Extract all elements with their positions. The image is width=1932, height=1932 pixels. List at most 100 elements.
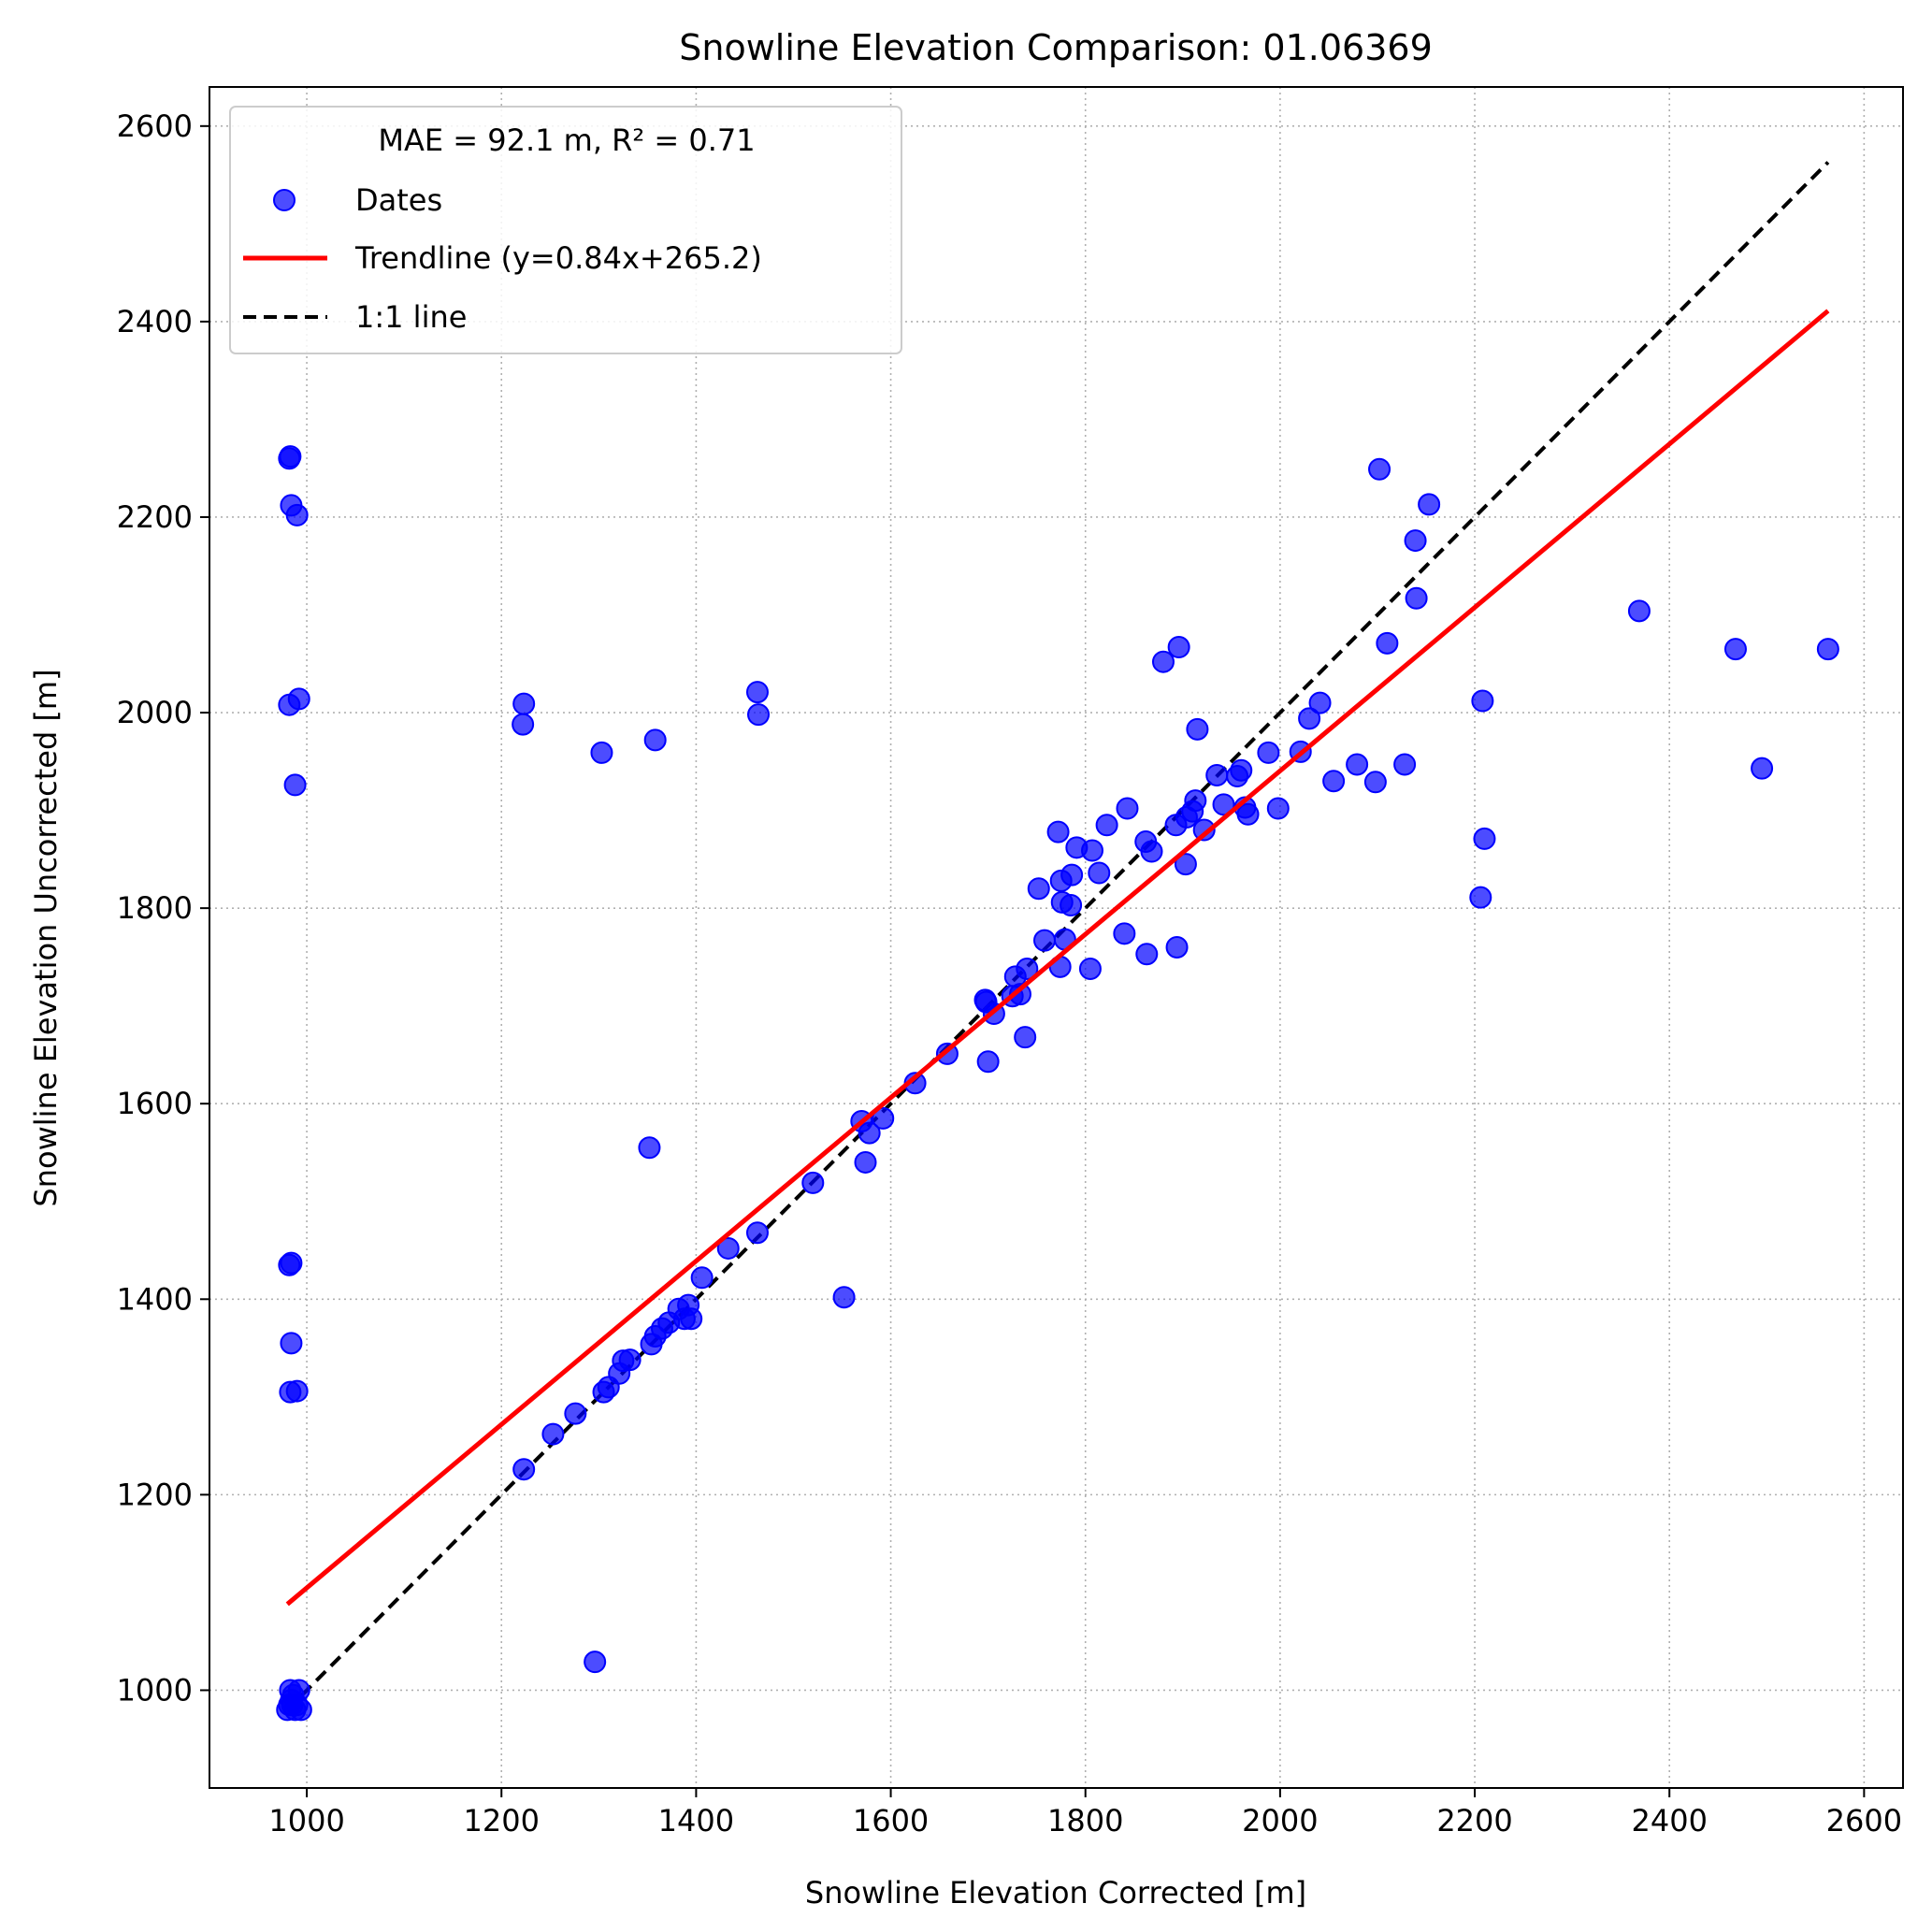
data-point [716,1236,740,1260]
data-point [1113,922,1136,945]
x-tick-label: 2200 [1436,1803,1512,1838]
data-point [854,1150,877,1174]
data-point [1095,814,1118,837]
data-point [1116,797,1139,820]
data-point [1627,599,1651,623]
data-point [1471,689,1494,713]
data-point [1230,758,1253,782]
data-point [1165,935,1189,959]
data-point [285,1379,309,1403]
data-point [1298,707,1321,730]
y-tick-label: 2200 [117,499,193,535]
y-axis-ticks: 1000 1200 1400 1600 1800 2000 2200 2400 2600 [117,108,209,1708]
data-point [1266,797,1290,820]
data-point [1060,894,1083,917]
x-tick-label: 2400 [1631,1803,1707,1838]
data-point [512,1458,536,1481]
data-point [1008,983,1031,1006]
data-point [1140,840,1163,863]
data-point [1192,818,1216,842]
y-axis-label: Snowline Elevation Uncorrected [m] [28,669,64,1206]
legend-marker-dates [273,189,296,211]
legend-box [229,106,902,354]
y-tick-label: 1200 [117,1477,193,1512]
y-tick-label: 2400 [117,304,193,339]
scatter-points [276,445,1839,1722]
data-point [1376,631,1399,655]
data-point [1418,493,1441,516]
data-point [1060,863,1084,887]
x-tick-label: 2600 [1826,1803,1902,1838]
data-point [680,1307,703,1331]
x-axis-label: Snowline Elevation Corrected [m] [805,1875,1306,1910]
data-point [858,1121,881,1145]
data-point [1473,827,1496,850]
y-tick-label: 1000 [117,1672,193,1708]
x-tick-label: 2000 [1242,1803,1318,1838]
data-point [287,687,310,711]
plot-data-layer [276,161,1839,1722]
x-tick-label: 1400 [658,1803,734,1838]
data-point [832,1286,856,1309]
data-point [745,681,769,704]
trendline-layer [285,309,1830,1607]
x-tick-label: 1200 [464,1803,540,1838]
data-point [283,773,307,797]
data-point [1405,586,1428,610]
trendline [285,309,1830,1607]
y-tick-label: 1400 [117,1281,193,1317]
data-point [1033,929,1057,952]
data-point [1308,691,1332,714]
data-point [285,503,309,526]
data-point [1151,650,1175,673]
data-point [745,1221,769,1245]
data-point [1404,529,1427,553]
data-point [1393,753,1417,776]
data-point [976,1050,1000,1074]
y-tick-label: 1800 [117,890,193,926]
data-point [1081,839,1104,862]
legend-label-identity: 1:1 line [355,299,467,335]
y-tick-label: 1600 [117,1086,193,1121]
x-tick-label: 1800 [1047,1803,1123,1838]
data-point [1014,1026,1037,1049]
data-point [618,1348,642,1372]
data-point [1205,763,1229,786]
data-point [512,692,536,715]
data-point [1046,820,1070,843]
plot-frame [209,86,1904,1789]
data-point [1016,957,1039,980]
data-point [1816,638,1839,661]
x-tick-label: 1600 [853,1803,929,1838]
data-point [643,728,667,752]
data-point [1469,886,1492,909]
data-point [1212,793,1235,816]
legend-label-trendline: Trendline (y=0.84x+265.2) [354,240,762,276]
data-point [1078,957,1102,980]
data-point [1368,457,1391,481]
chart-title: Snowline Elevation Comparison: 01.06369 [679,27,1433,68]
data-point [1184,789,1207,813]
data-point [590,741,613,764]
data-point [1088,861,1111,885]
data-point [1174,853,1197,876]
data-point [1257,741,1280,764]
data-point [1186,717,1209,741]
x-axis-ticks: 1000 1200 1400 1600 1800 2000 2200 2400 2600 [268,1788,1902,1838]
data-point [1751,757,1774,780]
legend-title: MAE = 92.1 m, R² = 0.71 [378,123,755,158]
data-point [541,1422,565,1446]
data-point [1363,771,1387,794]
data-point [1027,877,1050,901]
data-point [1167,636,1190,659]
x-tick-label: 1000 [268,1803,344,1838]
data-point [280,1332,303,1355]
data-point [279,445,302,469]
y-tick-label: 2600 [117,108,193,144]
y-tick-label: 2000 [117,695,193,730]
data-point [872,1106,895,1130]
data-point [1135,943,1159,966]
legend: MAE = 92.1 m, R² = 0.71 Dates Trendline … [229,106,902,354]
data-point [1322,770,1346,793]
